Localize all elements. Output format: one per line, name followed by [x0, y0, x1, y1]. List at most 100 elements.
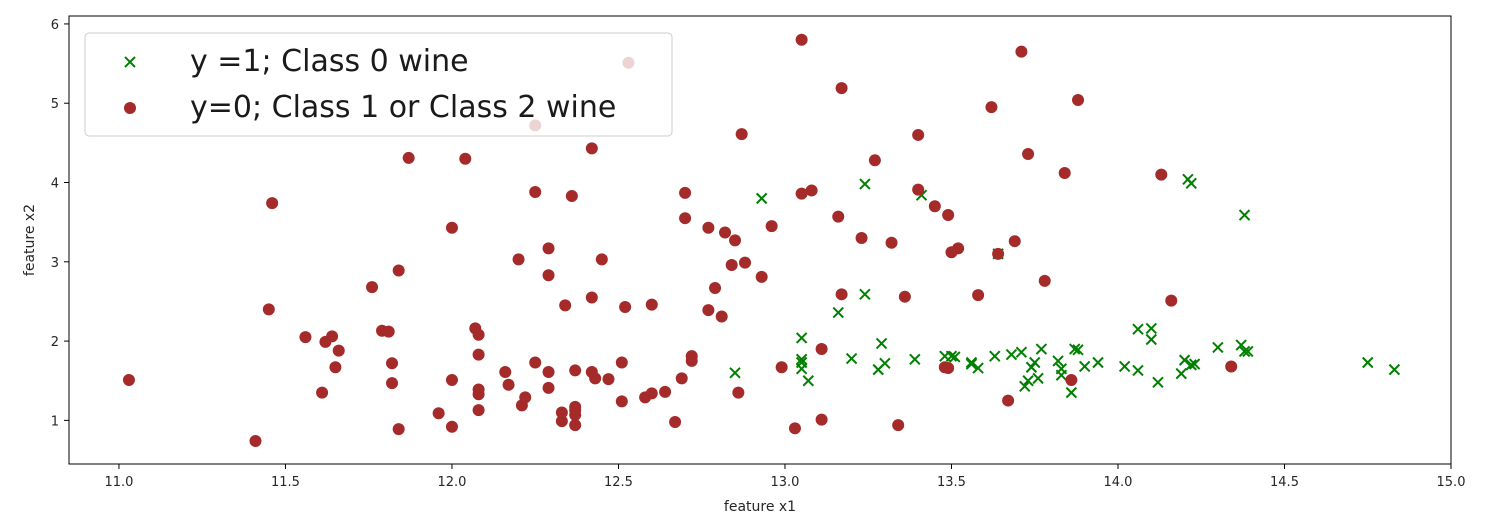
x-tick-label: 12.0 [437, 475, 466, 490]
point-class12 [569, 364, 582, 377]
point-class12 [472, 328, 485, 341]
point-class12 [675, 372, 688, 385]
point-class12 [645, 298, 658, 311]
point-class12 [542, 381, 555, 394]
point-class0 [795, 332, 808, 344]
point-class0 [1185, 177, 1197, 190]
point-class12 [702, 221, 715, 234]
point-class12 [765, 220, 778, 233]
point-class12 [615, 356, 628, 369]
point-class12 [679, 186, 692, 199]
point-class12 [392, 423, 405, 436]
point-class12 [329, 361, 342, 374]
point-class12 [542, 366, 555, 379]
x-tick-label: 11.0 [104, 475, 133, 490]
point-class12 [559, 299, 572, 312]
point-class0 [795, 363, 808, 375]
legend-cross-icon [124, 56, 136, 68]
point-class12 [1008, 235, 1021, 248]
point-class0 [949, 351, 961, 363]
point-class0 [802, 375, 814, 387]
point-class0 [1065, 386, 1078, 399]
point-class12 [266, 197, 279, 210]
point-class12 [795, 33, 808, 46]
point-class12 [555, 415, 568, 428]
point-class12 [262, 303, 275, 316]
point-class12 [739, 256, 752, 269]
point-class12 [832, 210, 845, 223]
x-tick-label: 13.0 [770, 475, 799, 490]
point-class0 [965, 358, 978, 370]
point-class12 [815, 343, 828, 356]
point-class12 [565, 189, 578, 202]
point-class12 [715, 310, 728, 323]
legend: y =1; Class 0 wine y=0; Class 1 or Class… [84, 32, 673, 137]
y-tick-label: 2 [51, 335, 59, 350]
point-class12 [615, 395, 628, 408]
point-class12 [432, 407, 445, 420]
point-class12 [788, 422, 801, 435]
point-class0 [1019, 380, 1031, 393]
point-class12 [912, 128, 925, 141]
point-class0 [1175, 367, 1187, 380]
point-class12 [835, 288, 848, 301]
point-class12 [366, 281, 379, 294]
point-class12 [735, 128, 748, 141]
x-tick-label: 14.5 [1270, 475, 1299, 490]
point-class0 [879, 357, 891, 370]
point-class12 [855, 232, 868, 245]
point-class0 [1078, 360, 1091, 373]
point-class0 [1005, 348, 1018, 361]
point-class12 [972, 289, 985, 302]
point-class12 [1065, 373, 1078, 386]
point-class12 [1072, 94, 1085, 107]
point-class12 [835, 82, 848, 95]
point-class12 [669, 415, 682, 428]
point-class12 [755, 270, 768, 283]
point-class12 [326, 330, 339, 343]
point-class0 [1015, 346, 1028, 358]
point-class0 [1025, 361, 1038, 373]
point-class12 [472, 404, 485, 417]
point-class12 [795, 187, 808, 200]
point-class0 [859, 288, 871, 301]
point-class0 [909, 353, 921, 366]
point-class12 [1165, 294, 1178, 307]
point-class12 [775, 361, 788, 374]
point-class0 [1242, 345, 1254, 358]
legend-marker-class12 [124, 102, 136, 114]
point-class0 [1022, 375, 1034, 387]
point-class0 [1145, 333, 1157, 346]
point-class0 [1145, 322, 1157, 335]
point-class12 [952, 242, 965, 255]
point-class12 [589, 372, 602, 385]
point-class0 [845, 352, 858, 365]
plot-area [68, 15, 1452, 465]
point-class0 [945, 350, 958, 362]
point-class12 [815, 413, 828, 426]
point-class12 [912, 183, 925, 196]
point-class0 [1188, 358, 1201, 370]
x-tick-label: 11.5 [271, 475, 300, 490]
point-class0 [729, 367, 741, 379]
x-tick-label: 14.0 [1104, 475, 1133, 490]
legend-label-class0: y =1; Class 0 wine [190, 44, 469, 79]
x-tick-label: 12.5 [604, 475, 633, 490]
point-class0 [1388, 363, 1401, 376]
point-class12 [942, 362, 955, 375]
point-class12 [702, 304, 715, 317]
y-tick-label: 6 [51, 18, 59, 33]
point-class12 [868, 154, 881, 167]
point-class12 [732, 386, 745, 399]
point-class0 [795, 353, 808, 366]
point-class0 [1178, 354, 1191, 366]
point-class12 [685, 350, 698, 363]
point-class12 [585, 291, 598, 304]
point-class0 [1132, 323, 1144, 335]
point-class12 [992, 247, 1005, 260]
y-axis: 1 2 3 4 5 6 [51, 18, 69, 429]
point-class0 [972, 362, 984, 374]
point-class0 [1238, 345, 1251, 358]
point-class12 [885, 236, 898, 249]
point-class12 [595, 253, 608, 266]
